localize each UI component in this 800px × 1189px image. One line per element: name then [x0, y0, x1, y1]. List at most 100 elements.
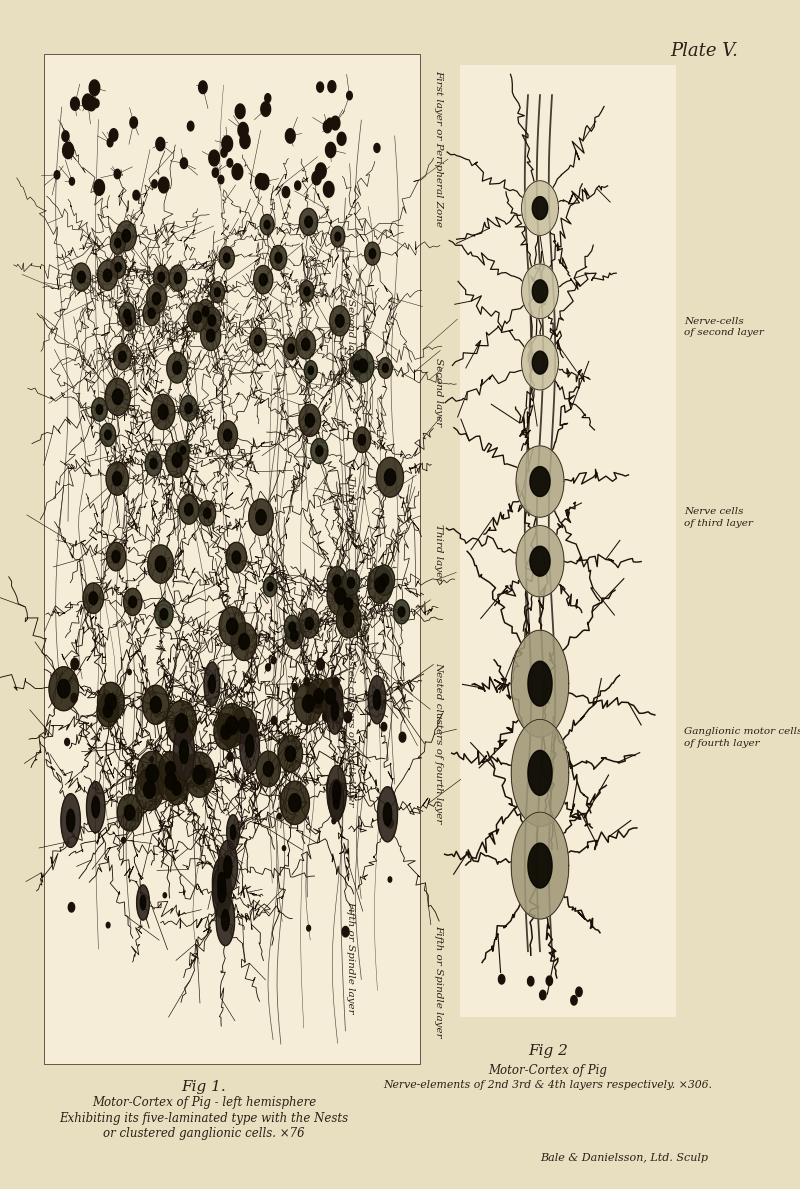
Polygon shape [261, 102, 270, 117]
Polygon shape [280, 781, 310, 824]
Polygon shape [322, 711, 330, 722]
Polygon shape [61, 793, 80, 848]
Polygon shape [522, 181, 558, 235]
Polygon shape [110, 128, 118, 141]
Polygon shape [317, 82, 323, 93]
Polygon shape [89, 592, 98, 604]
Polygon shape [522, 264, 558, 319]
Polygon shape [332, 677, 338, 687]
Bar [44, 54, 420, 1064]
Bar [460, 65, 676, 1017]
Polygon shape [576, 987, 582, 996]
Polygon shape [235, 103, 245, 119]
Polygon shape [224, 856, 232, 879]
Polygon shape [256, 751, 281, 787]
Polygon shape [72, 263, 90, 291]
Polygon shape [184, 753, 214, 798]
Polygon shape [86, 781, 105, 832]
Text: Fifth or Spindle layer: Fifth or Spindle layer [346, 901, 355, 1013]
Polygon shape [264, 220, 270, 229]
Polygon shape [354, 361, 360, 370]
Polygon shape [230, 825, 236, 839]
Polygon shape [155, 556, 166, 572]
Polygon shape [158, 272, 165, 282]
Polygon shape [175, 713, 188, 732]
Polygon shape [314, 697, 322, 709]
Polygon shape [288, 344, 294, 353]
Polygon shape [327, 577, 354, 616]
Polygon shape [166, 700, 197, 746]
Polygon shape [532, 351, 548, 375]
Polygon shape [54, 171, 60, 180]
Polygon shape [338, 132, 346, 145]
Polygon shape [143, 781, 155, 799]
Polygon shape [110, 232, 126, 254]
Polygon shape [70, 177, 74, 185]
Polygon shape [305, 216, 312, 227]
Polygon shape [294, 682, 322, 724]
Polygon shape [386, 818, 394, 828]
Polygon shape [172, 781, 181, 795]
Polygon shape [86, 96, 96, 111]
Polygon shape [226, 542, 246, 573]
Polygon shape [231, 623, 257, 661]
Polygon shape [158, 177, 169, 193]
Text: Nerve cells
of third layer: Nerve cells of third layer [684, 507, 753, 528]
Polygon shape [155, 600, 173, 628]
Polygon shape [318, 678, 342, 715]
Polygon shape [294, 181, 301, 190]
Polygon shape [522, 335, 558, 390]
Polygon shape [212, 168, 218, 177]
Polygon shape [326, 687, 343, 734]
Polygon shape [278, 736, 302, 772]
Text: Exhibiting its five-laminated type with the Nests: Exhibiting its five-laminated type with … [59, 1112, 349, 1125]
Polygon shape [354, 427, 370, 453]
Polygon shape [58, 679, 70, 698]
Polygon shape [158, 404, 168, 420]
Polygon shape [299, 208, 318, 235]
Polygon shape [172, 453, 182, 467]
Polygon shape [532, 279, 548, 303]
Polygon shape [125, 805, 135, 820]
Polygon shape [92, 797, 100, 818]
Polygon shape [124, 309, 130, 320]
Polygon shape [263, 577, 277, 597]
Text: Third layer: Third layer [346, 477, 355, 534]
Polygon shape [122, 837, 126, 843]
Polygon shape [238, 634, 250, 649]
Polygon shape [218, 873, 226, 894]
Polygon shape [105, 378, 130, 415]
Polygon shape [306, 414, 314, 427]
Text: Fig 2: Fig 2 [528, 1044, 568, 1058]
Polygon shape [223, 253, 230, 263]
Polygon shape [150, 697, 162, 713]
Polygon shape [358, 434, 366, 445]
Polygon shape [112, 551, 120, 562]
Polygon shape [226, 618, 238, 635]
Polygon shape [312, 171, 321, 185]
Polygon shape [358, 359, 367, 372]
Text: Bale & Danielsson, Ltd. Sculp: Bale & Danielsson, Ltd. Sculp [540, 1153, 708, 1163]
Polygon shape [263, 761, 274, 776]
Polygon shape [148, 308, 155, 319]
Polygon shape [214, 288, 220, 296]
Polygon shape [214, 713, 238, 750]
Polygon shape [219, 606, 246, 646]
Polygon shape [107, 138, 113, 146]
Polygon shape [394, 599, 410, 624]
Polygon shape [344, 598, 353, 610]
Polygon shape [226, 716, 238, 735]
Polygon shape [306, 925, 310, 931]
Polygon shape [267, 583, 273, 591]
Polygon shape [49, 667, 78, 711]
Polygon shape [284, 615, 300, 638]
Polygon shape [150, 756, 154, 762]
Polygon shape [530, 466, 550, 497]
Polygon shape [166, 442, 189, 477]
Polygon shape [140, 895, 146, 910]
Polygon shape [382, 364, 388, 372]
Polygon shape [201, 321, 221, 351]
Polygon shape [265, 94, 271, 102]
Polygon shape [180, 446, 186, 454]
Polygon shape [218, 176, 224, 184]
